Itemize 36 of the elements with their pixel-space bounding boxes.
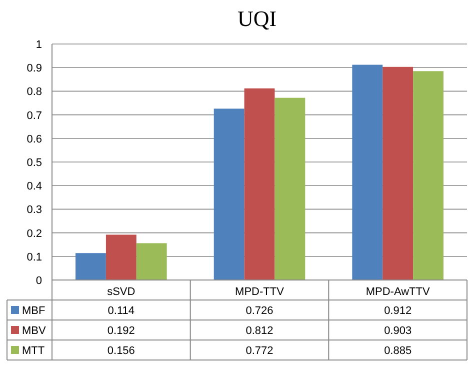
data-label: 0.912 bbox=[384, 305, 412, 317]
y-tick-label: 0.1 bbox=[26, 251, 42, 264]
y-tick-label: 0 bbox=[36, 275, 42, 287]
y-tick-label: 0.9 bbox=[26, 62, 42, 75]
data-label: 0.885 bbox=[384, 345, 412, 357]
x-tick-label: MPD-TTV bbox=[235, 286, 285, 298]
y-tick-label: 0.6 bbox=[26, 133, 42, 146]
y-tick-label: 0.4 bbox=[26, 180, 42, 193]
data-label: 0.772 bbox=[246, 345, 274, 357]
legend-label: MBV bbox=[22, 325, 46, 337]
legend-label: MTT bbox=[22, 345, 45, 357]
bar bbox=[76, 253, 106, 280]
data-label: 0.192 bbox=[107, 325, 135, 337]
legend-label: MBF bbox=[22, 305, 46, 317]
data-label: 0.156 bbox=[107, 345, 135, 357]
bar bbox=[352, 64, 383, 280]
y-tick-label: 0.7 bbox=[26, 110, 42, 122]
x-tick-label: sSVD bbox=[107, 286, 136, 298]
data-label: 0.903 bbox=[384, 325, 412, 337]
bar bbox=[274, 98, 306, 280]
y-tick-label: 0.3 bbox=[26, 204, 42, 216]
chart-title: UQI bbox=[237, 6, 277, 31]
bar bbox=[106, 234, 136, 280]
bar bbox=[214, 108, 244, 280]
bar bbox=[413, 71, 444, 280]
bar bbox=[382, 66, 414, 280]
x-tick-label: MPD-AwTTV bbox=[366, 286, 430, 298]
data-label: 0.114 bbox=[108, 305, 135, 317]
y-tick-label: 0.8 bbox=[26, 86, 42, 98]
bar bbox=[136, 243, 167, 280]
data-label: 0.726 bbox=[246, 305, 274, 317]
data-label: 0.812 bbox=[246, 325, 274, 337]
y-tick-label: 1 bbox=[36, 39, 42, 51]
y-tick-label: 0.5 bbox=[26, 157, 42, 169]
y-tick-label: 0.2 bbox=[26, 228, 42, 240]
bar bbox=[244, 88, 275, 280]
